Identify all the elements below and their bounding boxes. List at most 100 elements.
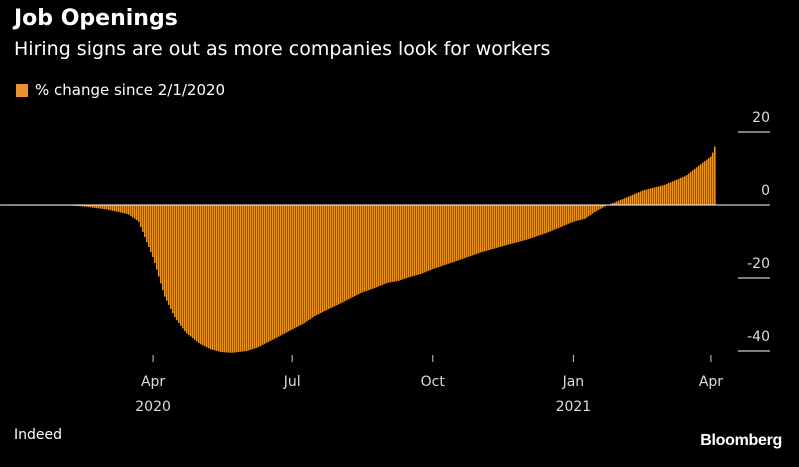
bar-308 [630,195,632,205]
bar-157 [328,205,330,310]
bar-261 [536,205,538,237]
bar-79 [172,205,174,314]
bar-226 [466,205,468,258]
bar-61 [136,205,138,221]
bar-272 [558,205,560,228]
bar-59 [132,205,134,218]
bar-95 [204,205,206,347]
bar-300 [614,202,616,205]
legend-label: % change since 2/1/2020 [35,81,226,99]
bar-325 [664,184,666,205]
bar-151 [316,205,318,316]
bar-273 [560,205,562,228]
bar-104 [222,205,224,353]
bar-139 [292,205,294,330]
bar-205 [424,205,426,273]
bar-106 [226,205,228,353]
bar-80 [174,205,176,318]
bar-271 [556,205,558,229]
bar-142 [298,205,300,327]
bar-115 [244,205,246,352]
bar-195 [404,205,406,279]
bar-131 [276,205,278,338]
bar-254 [522,205,524,241]
bar-203 [420,205,422,274]
bar-153 [320,205,322,314]
bar-126 [266,205,268,343]
bar-64 [142,205,144,232]
bar-138 [290,205,292,331]
x-year-label: 2021 [556,399,592,415]
bar-207 [428,205,430,271]
y-tick-label: -20 [747,256,770,272]
bar-320 [654,187,656,205]
bar-324 [662,185,664,205]
bar-224 [462,205,464,259]
bar-81 [176,205,178,321]
bar-262 [538,205,540,236]
bar-83 [180,205,182,326]
bar-257 [528,205,530,239]
bar-231 [476,205,478,254]
bar-68 [150,205,152,253]
bar-251 [516,205,518,243]
bar-307 [628,196,630,205]
bar-279 [572,205,574,223]
bar-163 [340,205,342,304]
bar-340 [694,168,696,205]
bar-332 [678,178,680,205]
bar-230 [474,205,476,255]
bar-102 [218,205,220,352]
bar-134 [282,205,284,335]
bar-74 [162,205,164,291]
bar-111 [236,205,238,353]
bar-130 [274,205,276,339]
bar-335 [684,176,686,205]
bar-54 [122,205,124,213]
bar-249 [512,205,514,244]
bar-92 [198,205,200,343]
bar-185 [384,205,386,284]
bar-99 [212,205,214,350]
bar-289 [592,205,594,214]
bar-168 [350,205,352,299]
bar-156 [326,205,328,311]
bar-240 [494,205,496,249]
x-tick-label: Jan [562,374,585,390]
x-tick-label: Oct [421,374,446,390]
bar-245 [504,205,506,246]
bar-338 [690,171,692,205]
bar-66 [146,205,148,242]
bar-201 [416,205,418,276]
bar-329 [672,181,674,205]
bar-283 [580,205,582,220]
bar-32 [78,205,80,207]
bar-215 [444,205,446,266]
bar-33 [80,205,82,207]
bar-177 [368,205,370,291]
bar-85 [184,205,186,332]
bar-311 [636,193,638,205]
bar-38 [90,205,92,208]
x-tick-label: Apr [699,374,723,390]
bar-159 [332,205,334,308]
bar-278 [570,205,572,223]
bar-148 [310,205,312,319]
bar-97 [208,205,210,349]
bar-260 [534,205,536,237]
bar-88 [190,205,192,337]
bar-284 [582,205,584,220]
bar-51 [116,205,118,212]
bar-222 [458,205,460,261]
bar-82 [178,205,180,323]
bar-243 [500,205,502,247]
bar-235 [484,205,486,252]
bar-202 [418,205,420,275]
bar-175 [364,205,366,292]
bar-290 [594,205,596,213]
bar-210 [434,205,436,269]
bar-49 [112,205,114,211]
bar-103 [220,205,222,353]
bar-246 [506,205,508,246]
